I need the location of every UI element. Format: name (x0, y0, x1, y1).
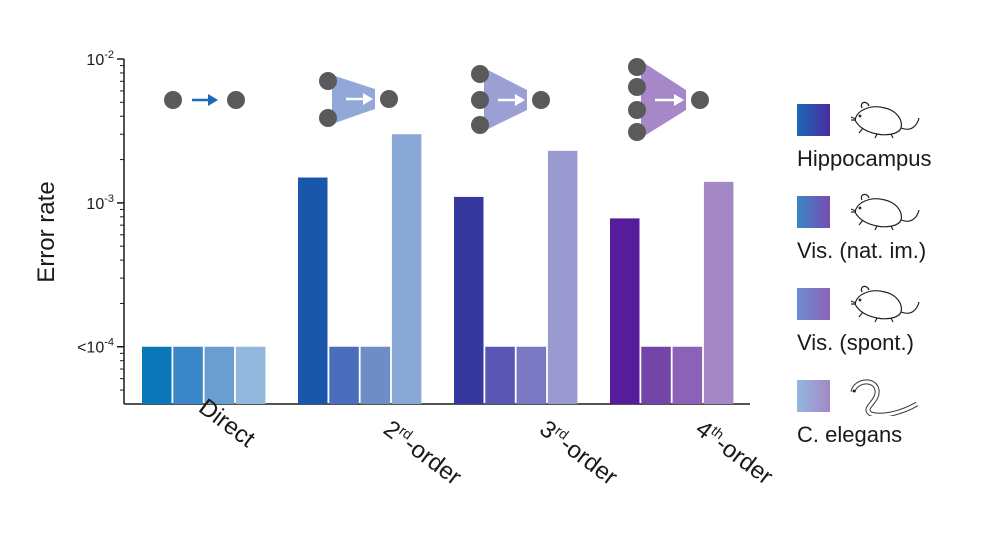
mouse-eye (858, 206, 862, 210)
x-category-label: 3rd-order (534, 414, 623, 490)
legend-label-hippocampus: Hippocampus (797, 146, 932, 171)
bar-1-4 (610, 218, 640, 404)
motif-node (471, 116, 489, 134)
bar-1-3 (454, 196, 484, 404)
mouse-eye (858, 114, 862, 118)
motif-node (319, 109, 337, 127)
mouse-whiskers (850, 300, 857, 305)
bar-1-1 (142, 346, 172, 404)
motif-node (628, 78, 646, 96)
mouse-icon (850, 101, 920, 139)
worm-icon (850, 379, 919, 416)
mouse-body (854, 106, 902, 136)
legend-swatch-hippocampus (797, 104, 830, 136)
y-axis-label: Error rate (33, 181, 60, 282)
bar-2-2 (329, 346, 359, 404)
arrow-head (674, 94, 684, 106)
mouse-body (854, 290, 902, 320)
bar-4-2 (391, 134, 422, 404)
arrow-head (363, 93, 373, 105)
arrow-head (208, 94, 218, 106)
mouse-ear (860, 193, 870, 201)
mouse-whiskers (850, 208, 857, 213)
motif-node (691, 91, 709, 109)
motif-node (628, 101, 646, 119)
bar-3-4 (672, 346, 703, 404)
worm-body (851, 380, 918, 416)
legend-item-vis-spont[interactable]: Vis. (spont.) (797, 282, 997, 374)
bar-2-1 (173, 346, 203, 404)
bar-4-3 (547, 150, 578, 404)
legend-label-c-elegans: C. elegans (797, 422, 903, 447)
legend-swatch-c-elegans (797, 380, 830, 412)
worm-head (852, 389, 856, 393)
bar-2-4 (641, 346, 671, 404)
motif-node (227, 91, 245, 109)
mouse-body (854, 198, 902, 228)
bar-3-2 (360, 346, 391, 404)
motif-node (471, 65, 489, 83)
motif-node (380, 90, 398, 108)
mouse-legs (858, 127, 894, 139)
mouse-ear (860, 101, 870, 109)
motif-node (319, 72, 337, 90)
fourth-order-motif-icon (628, 58, 709, 141)
second-order-motif-icon (319, 72, 398, 127)
motif-node (471, 91, 489, 109)
mouse-icon (850, 285, 920, 323)
mouse-eye (858, 298, 862, 302)
mouse-icon (850, 193, 920, 231)
bar-1-2 (298, 177, 328, 404)
mouse-tail (900, 209, 920, 222)
mouse-ear (860, 285, 870, 293)
legend-swatch-vis-nat-im (797, 196, 830, 228)
bar-2-3 (485, 346, 515, 404)
y-tick-label: 10-2 (86, 49, 114, 69)
mouse-tail (900, 117, 920, 130)
arrow-head (515, 94, 525, 106)
legend-label-vis-spont: Vis. (spont.) (797, 330, 914, 355)
legend-item-c-elegans[interactable]: C. elegans (797, 374, 997, 466)
bar-3-3 (516, 346, 547, 404)
legend: Hippocampus Vis. (nat. im.) Vis. (spont.… (797, 98, 997, 466)
mouse-whiskers (850, 116, 857, 121)
legend-item-vis-nat-im[interactable]: Vis. (nat. im.) (797, 190, 997, 282)
x-category-label: 2rd-order (378, 414, 467, 490)
motif-node (628, 58, 646, 76)
bar-4-4 (703, 181, 734, 404)
y-tick-label: 10-3 (86, 193, 114, 213)
bar-3-1 (204, 346, 235, 404)
mouse-tail (900, 301, 920, 314)
motif-node (164, 91, 182, 109)
y-tick-label: <10-4 (77, 337, 114, 357)
x-category-label: 4th-order (690, 414, 778, 490)
legend-item-hippocampus[interactable]: Hippocampus (797, 98, 997, 190)
bar-4-1 (235, 346, 266, 404)
mouse-legs (858, 219, 894, 231)
legend-label-vis-nat-im: Vis. (nat. im.) (797, 238, 927, 263)
motif-node (628, 123, 646, 141)
direct-edge-icon (164, 91, 245, 109)
mouse-legs (858, 311, 894, 323)
legend-swatch-vis-spont (797, 288, 830, 320)
motif-node (532, 91, 550, 109)
third-order-motif-icon (471, 65, 550, 134)
